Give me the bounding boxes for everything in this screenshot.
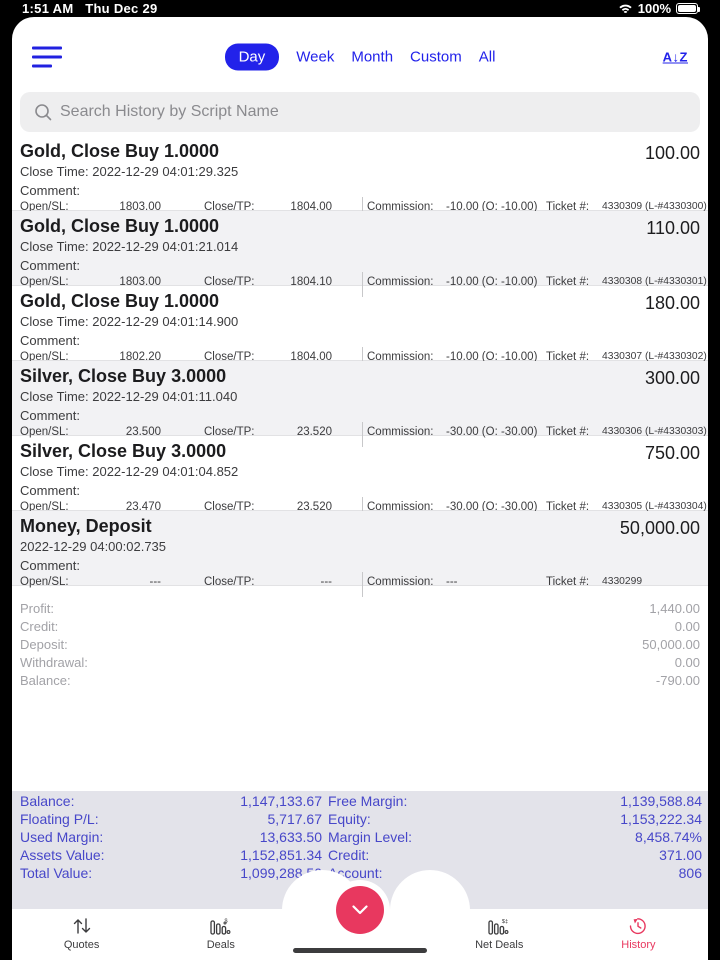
svg-text:$‡: $‡ [502, 919, 508, 925]
svg-text:$: $ [224, 918, 227, 924]
